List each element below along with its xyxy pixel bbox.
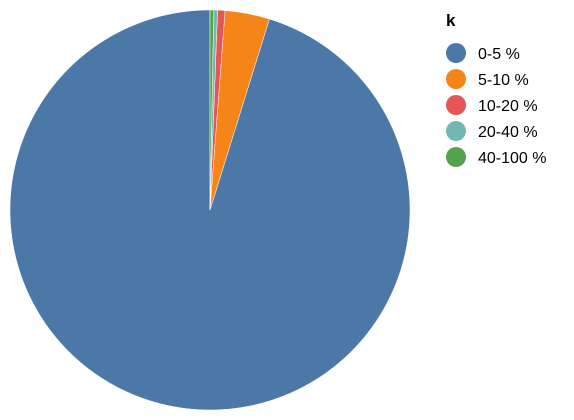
pie-slice-4 <box>209 9 215 211</box>
legend-label-4: 40-100 % <box>478 150 547 167</box>
legend-label-2: 10-20 % <box>478 98 538 115</box>
legend: k 0-5 % 5-10 % 10-20 % 20-40 % 40-100 % <box>446 11 547 167</box>
legend-swatch-4 <box>446 147 466 167</box>
pie <box>9 9 411 411</box>
legend-label-0: 0-5 % <box>478 46 520 63</box>
legend-swatch-0 <box>446 43 466 63</box>
legend-items: 0-5 % 5-10 % 10-20 % 20-40 % 40-100 % <box>446 43 547 167</box>
legend-title: k <box>446 11 456 30</box>
legend-swatch-3 <box>446 121 466 141</box>
legend-label-3: 20-40 % <box>478 124 538 141</box>
legend-label-1: 5-10 % <box>478 72 529 89</box>
legend-swatch-2 <box>446 95 466 115</box>
legend-swatch-1 <box>446 69 466 89</box>
